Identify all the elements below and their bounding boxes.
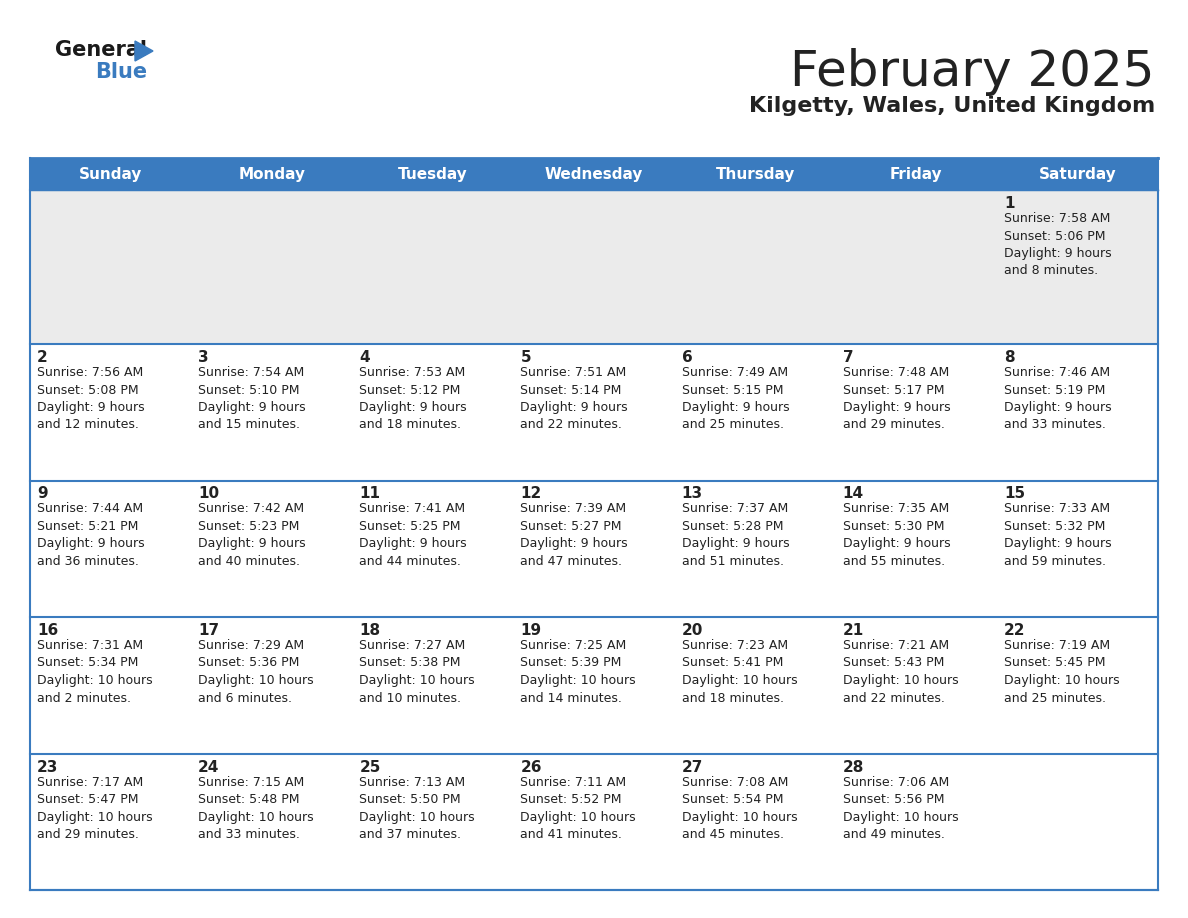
Bar	[191, 158, 353, 190]
Text: Saturday: Saturday	[1038, 166, 1117, 182]
Text: Sunrise: 7:17 AM
Sunset: 5:47 PM
Daylight: 10 hours
and 29 minutes.: Sunrise: 7:17 AM Sunset: 5:47 PM Dayligh…	[37, 776, 152, 841]
Bar	[30, 754, 1158, 890]
Text: Sunrise: 7:49 AM
Sunset: 5:15 PM
Daylight: 9 hours
and 25 minutes.: Sunrise: 7:49 AM Sunset: 5:15 PM Dayligh…	[682, 366, 789, 431]
Text: 9: 9	[37, 487, 48, 501]
Text: Wednesday: Wednesday	[545, 166, 643, 182]
Text: Sunrise: 7:06 AM
Sunset: 5:56 PM
Daylight: 10 hours
and 49 minutes.: Sunrise: 7:06 AM Sunset: 5:56 PM Dayligh…	[842, 776, 959, 841]
Text: 19: 19	[520, 623, 542, 638]
Text: 1: 1	[1004, 196, 1015, 211]
Text: Sunrise: 7:08 AM
Sunset: 5:54 PM
Daylight: 10 hours
and 45 minutes.: Sunrise: 7:08 AM Sunset: 5:54 PM Dayligh…	[682, 776, 797, 841]
Text: 28: 28	[842, 759, 864, 775]
Text: 23: 23	[37, 759, 58, 775]
Text: Sunrise: 7:25 AM
Sunset: 5:39 PM
Daylight: 10 hours
and 14 minutes.: Sunrise: 7:25 AM Sunset: 5:39 PM Dayligh…	[520, 639, 636, 704]
Text: Sunrise: 7:21 AM
Sunset: 5:43 PM
Daylight: 10 hours
and 22 minutes.: Sunrise: 7:21 AM Sunset: 5:43 PM Dayligh…	[842, 639, 959, 704]
Bar	[30, 158, 191, 190]
Text: Blue: Blue	[95, 62, 147, 82]
Text: 26: 26	[520, 759, 542, 775]
Text: 11: 11	[359, 487, 380, 501]
Text: 17: 17	[198, 623, 220, 638]
Text: February 2025: February 2025	[790, 48, 1155, 96]
Text: 2: 2	[37, 350, 48, 365]
Text: 16: 16	[37, 623, 58, 638]
Bar	[835, 158, 997, 190]
Bar	[997, 158, 1158, 190]
Text: 7: 7	[842, 350, 853, 365]
Text: Kilgetty, Wales, United Kingdom: Kilgetty, Wales, United Kingdom	[748, 96, 1155, 116]
Text: Monday: Monday	[239, 166, 305, 182]
Text: Thursday: Thursday	[715, 166, 795, 182]
Text: Sunrise: 7:31 AM
Sunset: 5:34 PM
Daylight: 10 hours
and 2 minutes.: Sunrise: 7:31 AM Sunset: 5:34 PM Dayligh…	[37, 639, 152, 704]
Text: Sunrise: 7:33 AM
Sunset: 5:32 PM
Daylight: 9 hours
and 59 minutes.: Sunrise: 7:33 AM Sunset: 5:32 PM Dayligh…	[1004, 502, 1112, 568]
Text: Sunrise: 7:37 AM
Sunset: 5:28 PM
Daylight: 9 hours
and 51 minutes.: Sunrise: 7:37 AM Sunset: 5:28 PM Dayligh…	[682, 502, 789, 568]
Text: Sunrise: 7:11 AM
Sunset: 5:52 PM
Daylight: 10 hours
and 41 minutes.: Sunrise: 7:11 AM Sunset: 5:52 PM Dayligh…	[520, 776, 636, 841]
Text: Sunrise: 7:42 AM
Sunset: 5:23 PM
Daylight: 9 hours
and 40 minutes.: Sunrise: 7:42 AM Sunset: 5:23 PM Dayligh…	[198, 502, 305, 568]
Text: 5: 5	[520, 350, 531, 365]
Bar	[675, 158, 835, 190]
Text: 12: 12	[520, 487, 542, 501]
Text: Sunrise: 7:48 AM
Sunset: 5:17 PM
Daylight: 9 hours
and 29 minutes.: Sunrise: 7:48 AM Sunset: 5:17 PM Dayligh…	[842, 366, 950, 431]
Text: 20: 20	[682, 623, 703, 638]
Text: 15: 15	[1004, 487, 1025, 501]
Text: Sunrise: 7:23 AM
Sunset: 5:41 PM
Daylight: 10 hours
and 18 minutes.: Sunrise: 7:23 AM Sunset: 5:41 PM Dayligh…	[682, 639, 797, 704]
Text: Sunrise: 7:19 AM
Sunset: 5:45 PM
Daylight: 10 hours
and 25 minutes.: Sunrise: 7:19 AM Sunset: 5:45 PM Dayligh…	[1004, 639, 1119, 704]
Text: Sunrise: 7:39 AM
Sunset: 5:27 PM
Daylight: 9 hours
and 47 minutes.: Sunrise: 7:39 AM Sunset: 5:27 PM Dayligh…	[520, 502, 628, 568]
Text: 27: 27	[682, 759, 703, 775]
Text: 10: 10	[198, 487, 220, 501]
Text: 25: 25	[359, 759, 380, 775]
Bar	[30, 344, 1158, 480]
Text: 22: 22	[1004, 623, 1025, 638]
Text: 14: 14	[842, 487, 864, 501]
Polygon shape	[135, 41, 153, 61]
Bar	[30, 617, 1158, 754]
Text: Sunrise: 7:13 AM
Sunset: 5:50 PM
Daylight: 10 hours
and 37 minutes.: Sunrise: 7:13 AM Sunset: 5:50 PM Dayligh…	[359, 776, 475, 841]
Bar	[30, 190, 1158, 344]
Text: 13: 13	[682, 487, 702, 501]
Text: Sunrise: 7:15 AM
Sunset: 5:48 PM
Daylight: 10 hours
and 33 minutes.: Sunrise: 7:15 AM Sunset: 5:48 PM Dayligh…	[198, 776, 314, 841]
Text: 6: 6	[682, 350, 693, 365]
Text: 18: 18	[359, 623, 380, 638]
Text: Sunrise: 7:46 AM
Sunset: 5:19 PM
Daylight: 9 hours
and 33 minutes.: Sunrise: 7:46 AM Sunset: 5:19 PM Dayligh…	[1004, 366, 1112, 431]
Text: Sunrise: 7:29 AM
Sunset: 5:36 PM
Daylight: 10 hours
and 6 minutes.: Sunrise: 7:29 AM Sunset: 5:36 PM Dayligh…	[198, 639, 314, 704]
Text: Sunrise: 7:56 AM
Sunset: 5:08 PM
Daylight: 9 hours
and 12 minutes.: Sunrise: 7:56 AM Sunset: 5:08 PM Dayligh…	[37, 366, 145, 431]
Text: Sunrise: 7:58 AM
Sunset: 5:06 PM
Daylight: 9 hours
and 8 minutes.: Sunrise: 7:58 AM Sunset: 5:06 PM Dayligh…	[1004, 212, 1112, 277]
Text: 4: 4	[359, 350, 369, 365]
Text: 3: 3	[198, 350, 209, 365]
Bar	[353, 158, 513, 190]
Text: Sunrise: 7:41 AM
Sunset: 5:25 PM
Daylight: 9 hours
and 44 minutes.: Sunrise: 7:41 AM Sunset: 5:25 PM Dayligh…	[359, 502, 467, 568]
Text: 21: 21	[842, 623, 864, 638]
Text: Sunrise: 7:35 AM
Sunset: 5:30 PM
Daylight: 9 hours
and 55 minutes.: Sunrise: 7:35 AM Sunset: 5:30 PM Dayligh…	[842, 502, 950, 568]
Bar	[513, 158, 675, 190]
Text: Sunrise: 7:27 AM
Sunset: 5:38 PM
Daylight: 10 hours
and 10 minutes.: Sunrise: 7:27 AM Sunset: 5:38 PM Dayligh…	[359, 639, 475, 704]
Text: Sunrise: 7:53 AM
Sunset: 5:12 PM
Daylight: 9 hours
and 18 minutes.: Sunrise: 7:53 AM Sunset: 5:12 PM Dayligh…	[359, 366, 467, 431]
Text: Sunrise: 7:54 AM
Sunset: 5:10 PM
Daylight: 9 hours
and 15 minutes.: Sunrise: 7:54 AM Sunset: 5:10 PM Dayligh…	[198, 366, 305, 431]
Text: Tuesday: Tuesday	[398, 166, 468, 182]
Text: General: General	[55, 40, 147, 60]
Text: 24: 24	[198, 759, 220, 775]
Text: Friday: Friday	[890, 166, 942, 182]
Text: Sunrise: 7:44 AM
Sunset: 5:21 PM
Daylight: 9 hours
and 36 minutes.: Sunrise: 7:44 AM Sunset: 5:21 PM Dayligh…	[37, 502, 145, 568]
Text: 8: 8	[1004, 350, 1015, 365]
Text: Sunday: Sunday	[78, 166, 143, 182]
Text: Sunrise: 7:51 AM
Sunset: 5:14 PM
Daylight: 9 hours
and 22 minutes.: Sunrise: 7:51 AM Sunset: 5:14 PM Dayligh…	[520, 366, 628, 431]
Bar	[30, 480, 1158, 617]
